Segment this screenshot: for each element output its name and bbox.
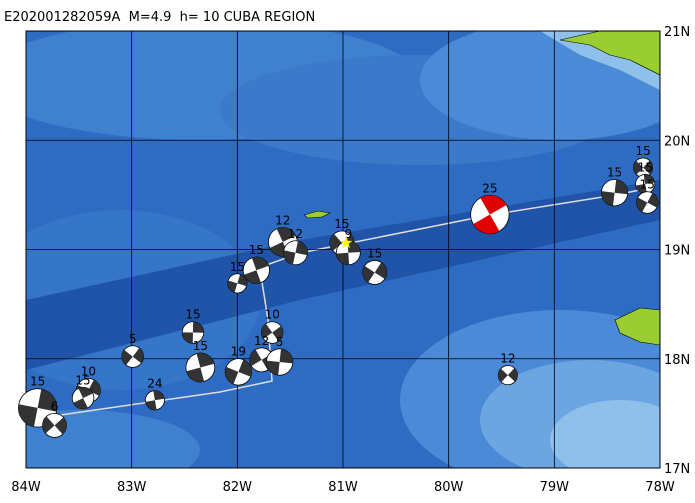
depth-label: 15 xyxy=(30,375,45,389)
depth-label: 15 xyxy=(638,160,653,174)
depth-label: 5 xyxy=(276,335,284,349)
beachball-quadrant xyxy=(498,368,518,383)
beachball-quadrant xyxy=(635,174,655,194)
beachball xyxy=(362,260,388,285)
y-tick-label: 19N xyxy=(664,244,690,259)
map-title: E202001282059A M=4.9 h= 10 CUBA REGION xyxy=(4,10,315,25)
depth-label: 25 xyxy=(482,181,497,195)
y-tick-label: 18N xyxy=(664,353,690,368)
x-tick-label: 78W xyxy=(645,480,675,495)
depth-label: 19 xyxy=(231,345,246,359)
depth-label: 15 xyxy=(334,217,349,231)
depth-label: 15 xyxy=(607,165,622,179)
depth-label: 15 xyxy=(635,144,650,158)
beachball-quadrant xyxy=(145,390,165,410)
beachball xyxy=(470,194,510,235)
beachball xyxy=(335,240,361,266)
beachball-quadrant xyxy=(225,359,252,385)
beachball-quadrant xyxy=(243,257,269,284)
x-tick-label: 81W xyxy=(328,480,358,495)
beachball xyxy=(636,191,659,214)
depth-label: 12 xyxy=(500,352,515,366)
beachball xyxy=(224,358,252,386)
beachball-quadrant xyxy=(261,323,283,342)
beachball-quadrant xyxy=(362,262,387,283)
beachball-quadrant xyxy=(227,274,247,293)
beachball-quadrant xyxy=(269,227,296,257)
beachball-quadrant xyxy=(121,348,144,366)
beachball-quadrant xyxy=(18,389,57,427)
beachball xyxy=(181,321,205,344)
beachball xyxy=(227,273,248,294)
beachball-quadrant xyxy=(186,353,215,382)
x-tick-label: 82W xyxy=(223,480,253,495)
epicenter-star xyxy=(340,236,353,249)
beachball-quadrant xyxy=(636,192,659,213)
x-tick-label: 83W xyxy=(117,480,147,495)
depth-label: 5 xyxy=(129,332,137,346)
depth-label: 15 xyxy=(75,373,90,387)
beachball xyxy=(42,412,67,438)
beachball xyxy=(144,390,165,411)
depth-label: 9 xyxy=(344,227,352,241)
beachball xyxy=(242,256,270,284)
beachball xyxy=(497,365,518,386)
depth-label: 10 xyxy=(265,308,280,322)
depth-label: 15 xyxy=(230,260,245,274)
depth-label: 10 xyxy=(81,364,96,378)
depth-label: 15 xyxy=(193,339,208,353)
y-tick-label: 17N xyxy=(664,462,690,477)
beachball xyxy=(261,321,284,344)
beachball xyxy=(633,157,654,178)
depth-label: 12 xyxy=(275,213,290,227)
beachball-quadrant xyxy=(336,240,361,265)
beachball-quadrant xyxy=(283,241,308,265)
depth-label: 12 xyxy=(254,334,269,348)
y-tick-label: 21N xyxy=(664,25,690,40)
beachball xyxy=(600,179,629,207)
beachball-quadrant xyxy=(601,179,628,206)
depth-label: 15 xyxy=(367,246,382,260)
depth-label: 15 xyxy=(640,178,655,192)
beachball xyxy=(635,173,656,194)
beachball xyxy=(283,240,308,266)
beachball xyxy=(185,352,216,383)
depth-label: 6 xyxy=(51,399,59,413)
beachball-quadrant xyxy=(42,416,67,435)
beachball-quadrant xyxy=(73,387,93,409)
depth-label: 12 xyxy=(288,227,303,241)
depth-label: 24 xyxy=(147,377,162,391)
x-tick-label: 80W xyxy=(434,480,464,495)
depth-label: 15 xyxy=(249,243,264,257)
x-tick-label: 79W xyxy=(540,480,570,495)
depth-label: 15 xyxy=(185,308,200,322)
beachball xyxy=(71,386,95,410)
x-tick-label: 84W xyxy=(11,480,41,495)
beachball-quadrant xyxy=(182,321,204,344)
beachball xyxy=(266,348,294,376)
beachball-quadrant xyxy=(633,160,653,175)
y-tick-label: 20N xyxy=(664,134,690,149)
beachball-quadrant xyxy=(266,348,293,376)
beachball-quadrant xyxy=(473,195,507,234)
beachball xyxy=(121,345,144,368)
